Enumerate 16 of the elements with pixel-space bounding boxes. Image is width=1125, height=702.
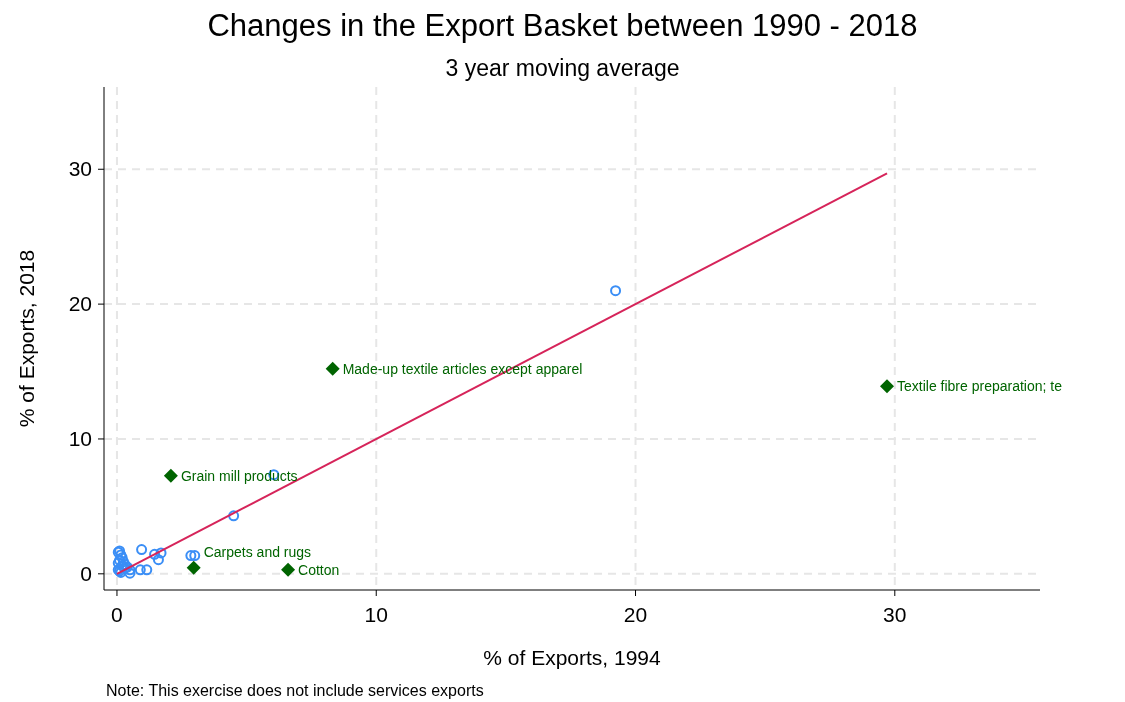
text: Note: This exercise does not include services exports (106, 682, 484, 699)
x-axis-title: % of Exports, 1994 (483, 646, 662, 669)
annotation: Carpets and rugs (203, 543, 312, 560)
chart-subtitle: 3 year moving average (445, 55, 680, 81)
chart-title: Changes in the Export Basket between 1990 - 2018 (207, 8, 918, 43)
y-tick-label: 10 (68, 426, 92, 450)
x-tick-label: 30 (883, 603, 907, 626)
x-tick-label: 0 (111, 603, 123, 626)
x-tick-label: 20 (623, 603, 648, 626)
y-tick-label: 30 (68, 157, 92, 181)
y-tick-label: 0 (80, 561, 92, 585)
y-axis-title: % of Exports, 2018 (15, 249, 38, 428)
y-tick-label: 20 (68, 292, 92, 316)
annotation: Cotton (298, 561, 340, 578)
annotation: Textile fibre preparation; te (897, 378, 1063, 395)
x-tick-label: 10 (364, 603, 388, 626)
